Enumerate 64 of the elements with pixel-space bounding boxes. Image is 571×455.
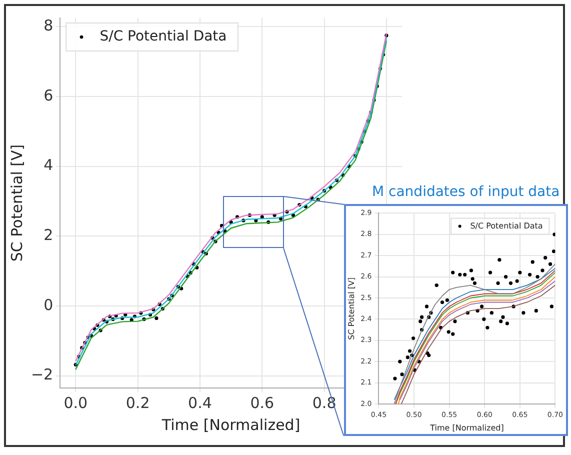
point [518, 270, 522, 274]
point [451, 332, 455, 336]
point [453, 320, 457, 324]
point [496, 281, 500, 285]
point [445, 298, 450, 302]
point [424, 304, 429, 308]
point [552, 232, 556, 236]
point [393, 376, 397, 380]
point [508, 281, 513, 285]
point [446, 330, 450, 334]
y-axis-title: SC Potential [V] [8, 144, 26, 262]
y-tick-label: −2 [30, 366, 54, 384]
point [505, 322, 510, 326]
point [427, 353, 431, 358]
point [522, 311, 526, 315]
annotation: M candidates of input data [372, 184, 560, 200]
point [472, 281, 477, 285]
y-tick-label: 4 [44, 156, 54, 174]
point [540, 268, 544, 272]
legend-label: S/C Potential Data [470, 221, 543, 230]
point [498, 258, 502, 262]
point [412, 336, 416, 340]
point [434, 283, 438, 288]
y-tick-label: 6 [44, 86, 54, 104]
point [463, 272, 467, 276]
point [515, 279, 519, 283]
point [398, 360, 402, 364]
point [528, 272, 532, 276]
y-tick-label: 8 [44, 16, 54, 35]
point [536, 275, 540, 279]
point [469, 268, 474, 272]
x-tick-label: 0.4 [188, 394, 212, 412]
point [482, 317, 486, 321]
y-axis-title: SC Potential [V] [346, 277, 356, 340]
point [504, 275, 508, 279]
point [548, 262, 552, 266]
point [470, 277, 474, 281]
point [550, 304, 554, 308]
x-tick-label: 0.2 [126, 394, 150, 412]
point [499, 320, 503, 324]
point [400, 372, 404, 376]
point [490, 311, 494, 315]
point [418, 320, 422, 324]
point [451, 270, 455, 274]
point [408, 349, 412, 353]
point [420, 315, 424, 319]
x-axis-title: Time [Normalized] [160, 416, 300, 434]
x-axis-title: Time [Normalized] [429, 423, 504, 432]
y-tick-label: 0 [44, 296, 54, 314]
point [488, 270, 492, 274]
point [458, 272, 462, 276]
point [501, 315, 505, 319]
point [534, 308, 538, 313]
x-tick-label: 0.6 [250, 394, 274, 412]
point [480, 304, 484, 308]
x-tick-label: 0.0 [64, 394, 88, 412]
point [544, 256, 548, 260]
point [440, 300, 444, 304]
y-tick-label: 2 [44, 226, 54, 244]
point [406, 356, 410, 360]
legend-label: S/C Potential Data [100, 28, 227, 45]
point [486, 326, 490, 330]
point [530, 260, 534, 264]
point [552, 250, 556, 254]
